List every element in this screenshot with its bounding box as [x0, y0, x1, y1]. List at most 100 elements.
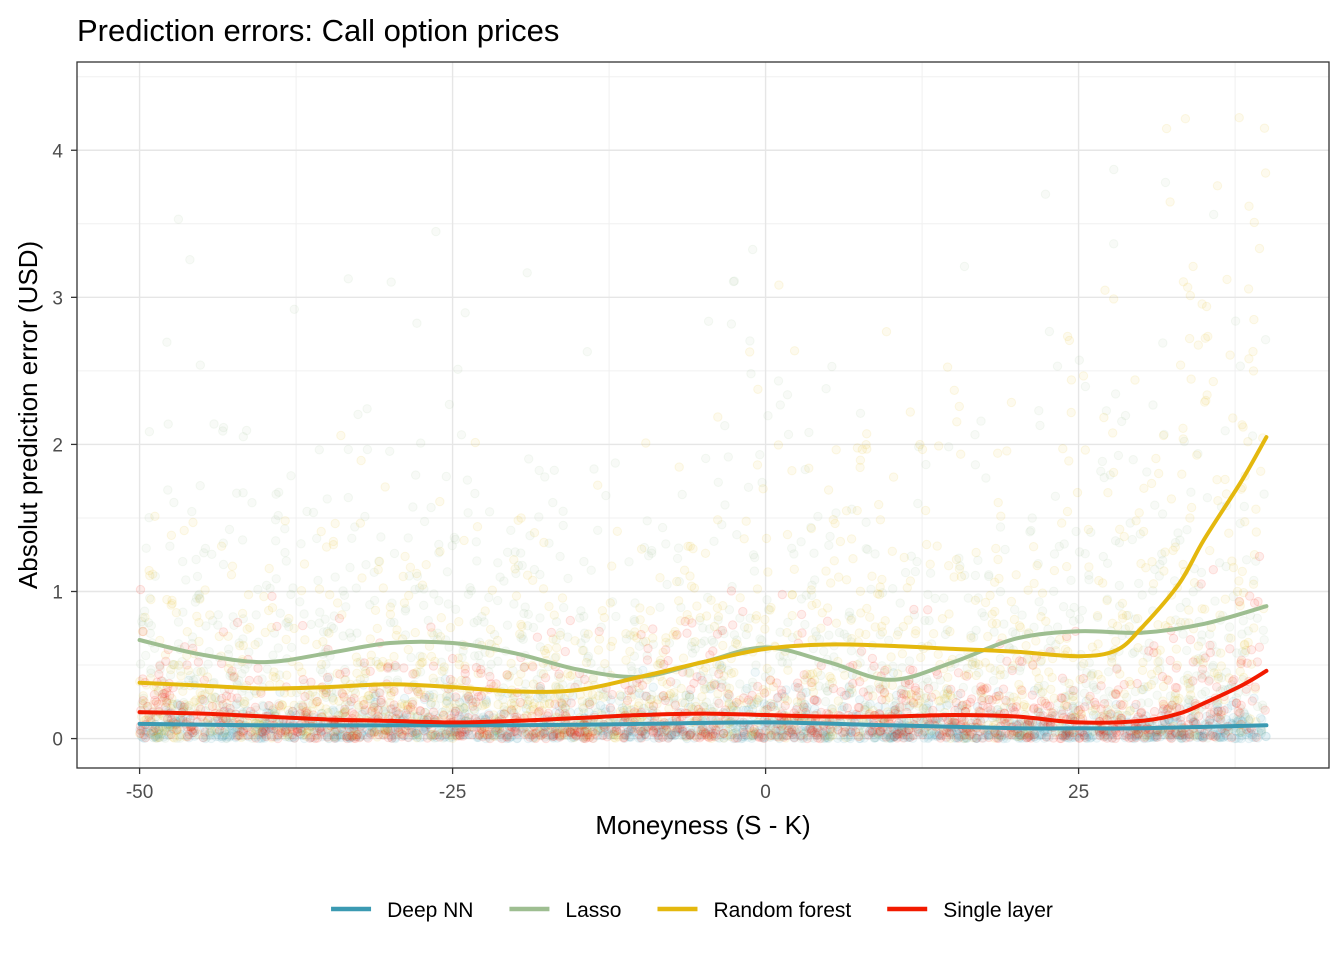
scatter-point-lasso — [296, 539, 306, 549]
scatter-point-deep-nn — [758, 733, 768, 743]
scatter-point-random-forest — [146, 594, 156, 605]
scatter-point-lasso — [782, 390, 793, 400]
scatter-point-random-forest — [739, 534, 749, 544]
scatter-point-deep-nn — [778, 730, 789, 740]
scatter-point-single-layer — [499, 709, 509, 719]
scatter-point-deep-nn — [538, 726, 548, 737]
scatter-point-random-forest — [235, 641, 245, 651]
scatter-point-random-forest — [762, 663, 772, 674]
scatter-point-lasso — [1040, 189, 1051, 199]
scatter-point-random-forest — [318, 637, 328, 647]
scatter-point-lasso — [187, 506, 197, 517]
scatter-point-random-forest — [835, 536, 846, 547]
scatter-point-random-forest — [886, 652, 896, 662]
scatter-point-single-layer — [264, 700, 274, 711]
scatter-point-deep-nn — [777, 732, 787, 742]
scatter-point-lasso — [389, 548, 400, 559]
scatter-point-deep-nn — [148, 732, 159, 743]
scatter-point-random-forest — [403, 644, 413, 655]
scatter-point-deep-nn — [903, 732, 913, 742]
scatter-point-random-forest — [421, 560, 431, 570]
scatter-point-deep-nn — [923, 732, 934, 742]
scatter-point-lasso — [726, 319, 737, 329]
scatter-point-lasso — [162, 337, 172, 347]
scatter-point-deep-nn — [873, 729, 883, 739]
scatter-point-random-forest — [621, 629, 631, 639]
scatter-point-random-forest — [437, 666, 447, 676]
scatter-point-random-forest — [1188, 261, 1198, 272]
scatter-point-single-layer — [799, 702, 809, 712]
scatter-point-deep-nn — [620, 733, 630, 743]
scatter-point-deep-nn — [1172, 729, 1182, 740]
scatter-point-single-layer — [1250, 682, 1261, 692]
scatter-point-random-forest — [485, 624, 496, 635]
scatter-point-lasso — [804, 427, 814, 438]
scatter-point-single-layer — [298, 674, 308, 685]
scatter-point-random-forest — [1216, 661, 1227, 671]
scatter-point-random-forest — [1117, 598, 1128, 608]
scatter-point-random-forest — [917, 444, 928, 455]
scatter-point-single-layer — [663, 655, 673, 666]
scatter-point-random-forest — [594, 634, 605, 644]
scatter-point-deep-nn — [364, 728, 375, 738]
scatter-point-deep-nn — [483, 709, 494, 719]
scatter-point-single-layer — [796, 691, 806, 701]
scatter-point-random-forest — [841, 575, 852, 585]
scatter-point-lasso — [748, 244, 758, 255]
scatter-point-random-forest — [1036, 612, 1046, 622]
scatter-point-random-forest — [1044, 667, 1054, 677]
scatter-point-random-forest — [829, 556, 839, 566]
scatter-point-deep-nn — [447, 730, 457, 740]
scatter-point-single-layer — [747, 690, 757, 701]
scatter-point-random-forest — [1032, 560, 1042, 571]
scatter-point-random-forest — [887, 546, 897, 556]
scatter-point-lasso — [450, 604, 461, 614]
scatter-point-deep-nn — [221, 729, 231, 739]
scatter-point-deep-nn — [810, 695, 821, 705]
scatter-point-random-forest — [1222, 274, 1232, 285]
scatter-point-deep-nn — [189, 731, 200, 741]
scatter-point-deep-nn — [1086, 732, 1096, 743]
scatter-point-random-forest — [296, 586, 307, 596]
scatter-point-deep-nn — [1234, 733, 1244, 743]
scatter-point-deep-nn — [205, 728, 215, 739]
scatter-point-lasso — [824, 540, 834, 550]
scatter-point-lasso — [506, 525, 516, 535]
scatter-point-single-layer — [641, 691, 651, 701]
scatter-point-random-forest — [903, 615, 913, 625]
scatter-point-random-forest — [1178, 434, 1188, 444]
scatter-point-deep-nn — [331, 732, 342, 742]
scatter-point-lasso — [522, 268, 532, 278]
scatter-point-random-forest — [1212, 475, 1222, 485]
scatter-point-lasso — [735, 679, 745, 689]
scatter-point-random-forest — [1139, 483, 1149, 493]
scatter-point-random-forest — [487, 585, 497, 595]
scatter-point-random-forest — [1153, 657, 1163, 667]
scatter-point-random-forest — [1249, 217, 1260, 228]
scatter-point-random-forest — [1193, 340, 1204, 350]
scatter-point-deep-nn — [233, 730, 243, 740]
scatter-point-random-forest — [730, 638, 741, 648]
scatter-point-deep-nn — [1176, 733, 1187, 743]
scatter-point-random-forest — [1111, 636, 1121, 646]
scatter-point-random-forest — [684, 692, 695, 702]
scatter-point-deep-nn — [244, 732, 254, 742]
scatter-point-random-forest — [385, 609, 396, 619]
scatter-point-random-forest — [516, 619, 526, 630]
scatter-point-lasso — [1150, 500, 1160, 510]
scatter-point-lasso — [1260, 335, 1271, 345]
scatter-point-lasso — [462, 475, 473, 485]
scatter-point-random-forest — [328, 540, 339, 550]
scatter-point-deep-nn — [595, 726, 606, 736]
scatter-point-random-forest — [655, 573, 665, 583]
scatter-point-random-forest — [916, 652, 926, 663]
scatter-point-lasso — [1096, 466, 1106, 476]
scatter-point-lasso — [559, 602, 569, 613]
scatter-point-deep-nn — [840, 727, 851, 737]
scatter-point-random-forest — [1006, 397, 1017, 408]
scatter-point-random-forest — [991, 618, 1002, 629]
scatter-point-deep-nn — [1057, 730, 1068, 740]
scatter-point-lasso — [895, 598, 905, 608]
scatter-point-random-forest — [807, 600, 817, 610]
scatter-point-random-forest — [551, 652, 561, 662]
